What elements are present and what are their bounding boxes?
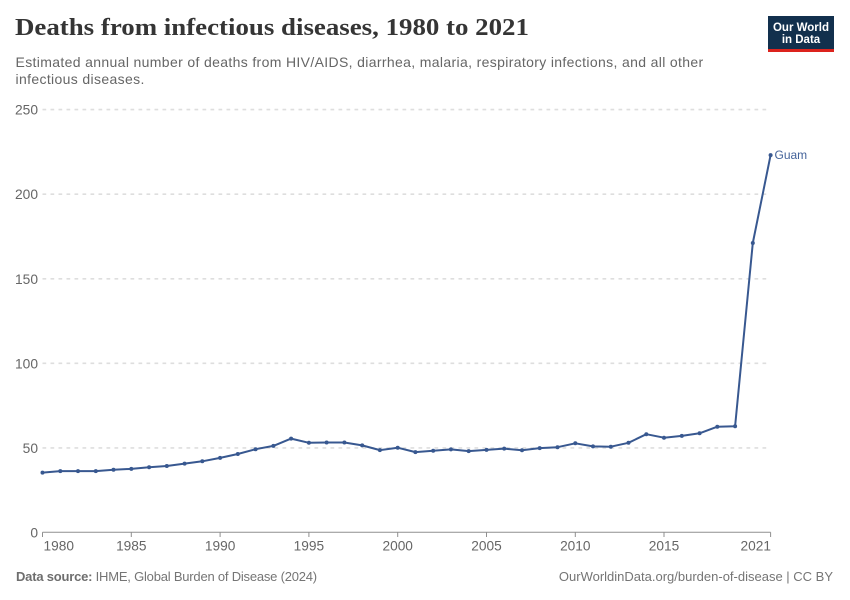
svg-text:100: 100 — [15, 356, 38, 371]
svg-text:2021: 2021 — [741, 539, 771, 554]
svg-text:1980: 1980 — [44, 539, 75, 554]
svg-text:2000: 2000 — [382, 539, 413, 554]
svg-text:Guam: Guam — [775, 148, 808, 162]
svg-text:0: 0 — [30, 526, 38, 541]
svg-text:2010: 2010 — [560, 539, 591, 554]
svg-text:1990: 1990 — [205, 539, 236, 554]
svg-text:1985: 1985 — [116, 539, 147, 554]
svg-text:2005: 2005 — [471, 539, 502, 554]
svg-text:200: 200 — [15, 187, 38, 202]
svg-text:1995: 1995 — [294, 539, 325, 554]
svg-text:150: 150 — [15, 272, 38, 287]
svg-text:250: 250 — [15, 103, 38, 118]
svg-text:50: 50 — [23, 441, 39, 456]
svg-text:2015: 2015 — [649, 539, 680, 554]
